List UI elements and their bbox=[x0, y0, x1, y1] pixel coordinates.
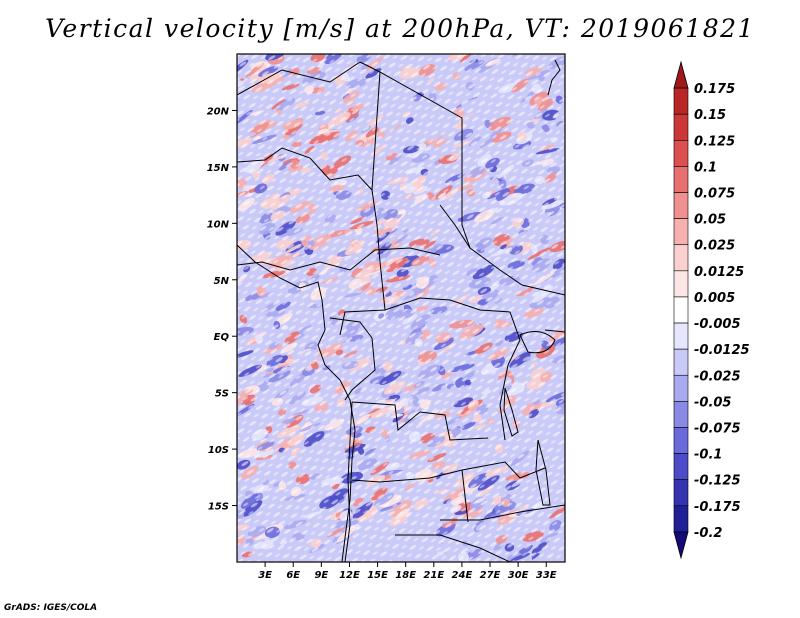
colorbar: 0.175 0.15 0.125 0.1 0.075 0.05 0.025 0.0125 0.0… bbox=[673, 60, 750, 560]
x-tick-label: 21E bbox=[423, 570, 444, 581]
colorbar-label: 0.075 bbox=[694, 187, 735, 202]
border-line bbox=[329, 317, 376, 401]
colorbar-label: -0.0125 bbox=[694, 343, 750, 358]
colorbar-label: 0.1 bbox=[694, 160, 717, 175]
y-tick-label: 15N bbox=[207, 163, 230, 174]
map-frame bbox=[236, 53, 566, 563]
y-tick-label: 5N bbox=[214, 276, 230, 287]
colorbar-label: 0.005 bbox=[694, 291, 735, 306]
country-borders bbox=[237, 59, 565, 562]
border-line bbox=[461, 224, 471, 249]
colorbar-label: 0.0125 bbox=[694, 265, 744, 280]
colorbar-swatch bbox=[673, 348, 689, 376]
border-line bbox=[461, 461, 546, 479]
y-tick-label: 20N bbox=[207, 106, 230, 117]
coastline-east bbox=[547, 59, 561, 96]
lake-victoria bbox=[519, 330, 556, 354]
colorbar-swatch bbox=[673, 113, 689, 141]
border-line bbox=[371, 71, 381, 191]
y-tick-label: 15S bbox=[208, 502, 229, 513]
field-texture bbox=[237, 54, 565, 562]
x-tick-label: 9E bbox=[314, 570, 328, 581]
y-axis: 20N 15N 10N 5N EQ 5S 10S 15S bbox=[207, 106, 237, 513]
colorbar-swatch bbox=[673, 140, 689, 167]
colorbar-swatch bbox=[673, 505, 689, 533]
colorbar-label: -0.1 bbox=[694, 448, 722, 463]
x-axis: 3E 6E 9E 12E 15E 18E 21E 24E 27E 30E 33E bbox=[258, 562, 557, 581]
colorbar-label: -0.175 bbox=[694, 500, 741, 515]
coastline bbox=[237, 244, 356, 562]
border-line bbox=[344, 401, 353, 562]
colorbar-swatch bbox=[673, 296, 689, 324]
credit-text: GrADS: IGES/COLA bbox=[4, 603, 98, 613]
colorbar-label: 0.15 bbox=[694, 108, 726, 123]
border-line bbox=[544, 329, 565, 333]
colorbar-label: 0.05 bbox=[694, 213, 726, 228]
colorbar-label: -0.025 bbox=[694, 369, 741, 384]
colorbar-swatch bbox=[673, 244, 689, 272]
y-tick-label: EQ bbox=[214, 332, 230, 343]
colorbar-swatch bbox=[673, 322, 689, 350]
colorbar-swatch bbox=[673, 401, 689, 428]
colorbar-swatch bbox=[673, 60, 689, 89]
colorbar-swatch bbox=[673, 218, 689, 246]
colorbar-swatch bbox=[673, 531, 689, 560]
x-tick-label: 33E bbox=[536, 570, 557, 581]
border-line bbox=[237, 147, 378, 226]
colorbar-label: 0.025 bbox=[694, 239, 735, 254]
border-line bbox=[237, 61, 463, 225]
border-line bbox=[499, 311, 521, 441]
x-tick-label: 6E bbox=[286, 570, 300, 581]
border-line bbox=[384, 297, 511, 313]
x-tick-label: 27E bbox=[480, 570, 501, 581]
colorbar-label: -0.125 bbox=[694, 474, 741, 489]
colorbar-swatch bbox=[673, 479, 689, 507]
border-line bbox=[351, 469, 469, 523]
colorbar-label: -0.005 bbox=[694, 317, 741, 332]
colorbar-swatch bbox=[673, 427, 689, 454]
border-line bbox=[439, 204, 565, 296]
colorbar-label: -0.05 bbox=[694, 395, 731, 410]
colorbar-label: -0.2 bbox=[694, 526, 722, 541]
x-tick-label: 30E bbox=[508, 570, 529, 581]
border-line bbox=[351, 401, 489, 441]
colorbar-swatch bbox=[673, 374, 689, 402]
y-tick-label: 10N bbox=[207, 219, 230, 230]
lake-malawi bbox=[535, 439, 551, 506]
x-tick-label: 15E bbox=[367, 570, 388, 581]
border-line bbox=[237, 247, 441, 271]
x-tick-label: 18E bbox=[395, 570, 416, 581]
velocity-field bbox=[237, 54, 565, 562]
y-tick-label: 5S bbox=[215, 389, 229, 400]
colorbar-swatch bbox=[673, 192, 689, 219]
colorbar-label: 0.175 bbox=[694, 82, 735, 97]
chart-title: Vertical velocity [m/s] at 200hPa, VT: 2… bbox=[45, 14, 755, 43]
x-tick-label: 12E bbox=[339, 570, 360, 581]
colorbar-label: 0.125 bbox=[694, 134, 735, 149]
colorbar-swatch bbox=[673, 87, 689, 115]
x-tick-label: 3E bbox=[258, 570, 272, 581]
x-tick-label: 24E bbox=[452, 570, 473, 581]
colorbar-swatch bbox=[673, 166, 689, 193]
colorbar-label: -0.075 bbox=[694, 421, 741, 436]
colorbar-swatch bbox=[673, 453, 689, 480]
y-tick-label: 10S bbox=[208, 445, 229, 456]
border-line bbox=[440, 504, 565, 521]
colorbar-swatch bbox=[673, 270, 689, 298]
lake-tanganyika bbox=[503, 387, 519, 437]
border-line bbox=[395, 534, 511, 562]
